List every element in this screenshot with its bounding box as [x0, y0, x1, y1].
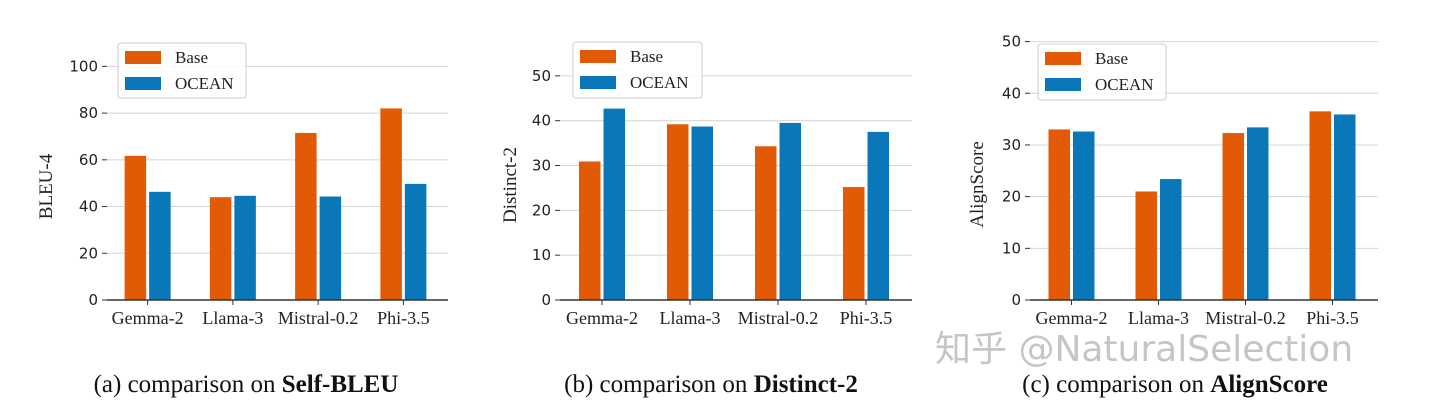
- x-tick-label: Mistral-0.2: [738, 308, 819, 328]
- legend-label-ocean: OCEAN: [175, 74, 234, 93]
- caption-b: (b) comparison on Distinct-2: [564, 370, 858, 399]
- y-tick-label: 60: [79, 151, 98, 169]
- bar-base-phi-3.5: [843, 187, 865, 300]
- bar-ocean-llama-3: [1160, 179, 1182, 300]
- caption-c-prefix: (c) comparison on: [1022, 371, 1211, 398]
- y-tick-label: 100: [69, 57, 98, 75]
- bar-ocean-gemma-2: [603, 108, 625, 300]
- legend-swatch-ocean: [580, 76, 616, 89]
- y-tick-label: 0: [88, 291, 98, 309]
- x-tick-label: Llama-3: [1128, 308, 1189, 328]
- y-tick-label: 40: [1002, 84, 1021, 102]
- bar-base-mistral-0.2: [755, 146, 777, 300]
- bar-base-gemma-2: [1048, 129, 1070, 300]
- legend-swatch-ocean: [1045, 78, 1081, 91]
- bar-ocean-phi-3.5: [1334, 114, 1356, 300]
- y-axis-label: BLEU-4: [36, 153, 57, 219]
- bar-base-mistral-0.2: [1222, 133, 1244, 300]
- chart-panel-1: 0 20 40 60 80 100 BLEU-4 Gemma-2 Llama-3 Mistral-…: [36, 42, 448, 328]
- caption-a-prefix: (a) comparison on: [93, 371, 282, 398]
- x-tick-label: Gemma-2: [1036, 308, 1108, 328]
- caption-b-metric: Distinct-2: [753, 371, 858, 398]
- x-tick-label: Gemma-2: [566, 308, 638, 328]
- legend-label-ocean: OCEAN: [1095, 75, 1154, 94]
- legend-label-base: Base: [630, 47, 663, 66]
- chart-panel-2: 0 10 20 30 40 50 Distinct-2 Gemma-2 Llama-3 Mistr…: [500, 41, 912, 328]
- x-tick-label: Llama-3: [660, 308, 721, 328]
- caption-c-metric: AlignScore: [1210, 371, 1328, 398]
- bar-ocean-mistral-0.2: [779, 122, 801, 301]
- bar-ocean-llama-3: [691, 126, 713, 300]
- y-tick-label: 30: [1002, 136, 1021, 154]
- legend-swatch-base: [1045, 52, 1081, 65]
- bar-ocean-phi-3.5: [404, 183, 427, 300]
- x-tick-label: Mistral-0.2: [278, 308, 359, 328]
- y-tick-label: 40: [79, 198, 98, 216]
- bar-base-mistral-0.2: [295, 132, 317, 300]
- chart-panel-3: 0 10 20 30 40 50 AlignScore Gemma-2 Llama-3 Mistr…: [967, 33, 1378, 328]
- x-tick-label: Phi-3.5: [377, 308, 430, 328]
- bar-ocean-mistral-0.2: [1247, 127, 1269, 300]
- y-tick-label: 50: [532, 67, 551, 85]
- legend-label-base: Base: [1095, 49, 1128, 68]
- x-tick-label: Llama-3: [202, 308, 263, 328]
- y-tick-label: 40: [532, 112, 551, 130]
- caption-b-prefix: (b) comparison on: [564, 371, 754, 398]
- legend-swatch-ocean: [125, 77, 161, 90]
- bar-base-llama-3: [209, 197, 232, 300]
- y-axis-label: Distinct-2: [500, 147, 521, 223]
- legend-label-ocean: OCEAN: [630, 73, 689, 92]
- bar-ocean-gemma-2: [149, 191, 171, 300]
- bar-ocean-mistral-0.2: [319, 196, 342, 300]
- y-tick-label: 20: [1002, 188, 1021, 206]
- legend-label-base: Base: [175, 48, 208, 67]
- y-tick-label: 20: [532, 201, 551, 219]
- legend: Base OCEAN: [1037, 43, 1167, 101]
- bar-ocean-phi-3.5: [867, 131, 889, 300]
- legend-swatch-base: [580, 50, 616, 63]
- bar-base-phi-3.5: [380, 108, 402, 300]
- y-axis-label: AlignScore: [967, 141, 988, 228]
- caption-a-metric: Self-BLEU: [281, 371, 399, 398]
- bar-base-llama-3: [667, 124, 689, 300]
- caption-a: (a) comparison on Self-BLEU: [94, 370, 399, 399]
- x-tick-label: Mistral-0.2: [1205, 308, 1286, 328]
- y-tick-label: 0: [1011, 291, 1021, 309]
- bar-base-phi-3.5: [1309, 111, 1331, 300]
- x-tick-label: Phi-3.5: [840, 308, 893, 328]
- y-tick-label: 30: [532, 157, 551, 175]
- y-tick-label: 0: [541, 291, 551, 309]
- legend: Base OCEAN: [117, 42, 247, 99]
- y-tick-label: 20: [79, 244, 98, 262]
- bar-base-gemma-2: [579, 161, 601, 300]
- bar-base-llama-3: [1135, 191, 1157, 300]
- legend: Base OCEAN: [572, 41, 703, 99]
- y-tick-label: 10: [1002, 239, 1021, 257]
- x-tick-label: Gemma-2: [112, 308, 184, 328]
- legend-swatch-base: [125, 51, 161, 64]
- y-tick-label: 80: [79, 104, 98, 122]
- x-tick-label: Phi-3.5: [1306, 308, 1359, 328]
- bar-ocean-gemma-2: [1073, 131, 1095, 300]
- caption-c: (c) comparison on AlignScore: [1022, 370, 1328, 399]
- y-tick-label: 10: [532, 246, 551, 264]
- y-tick-label: 50: [1002, 33, 1021, 51]
- bar-ocean-llama-3: [234, 195, 256, 300]
- bar-base-gemma-2: [124, 155, 147, 300]
- watermark: 知乎 @NaturalSelection: [935, 329, 1354, 370]
